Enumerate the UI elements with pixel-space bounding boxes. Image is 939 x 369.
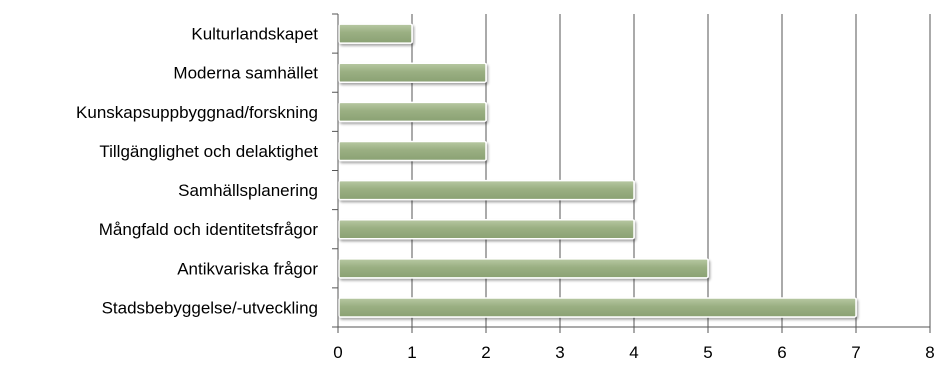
category-label: Moderna samhället xyxy=(173,64,318,83)
bar xyxy=(338,101,487,123)
x-tick-label: 6 xyxy=(777,343,786,362)
category-label: Tillgänglighet och delaktighet xyxy=(99,142,318,161)
x-tick-label: 4 xyxy=(629,343,638,362)
gridlines xyxy=(411,14,931,327)
x-tick-label: 2 xyxy=(481,343,490,362)
category-labels: Kulturlandskapet Moderna samhället Kunskap… xyxy=(76,25,318,318)
x-tick-label: 8 xyxy=(925,343,934,362)
category-label: Antikvariska frågor xyxy=(177,259,318,278)
bar xyxy=(338,62,487,83)
category-label: Stadsbebyggelse/-utveckling xyxy=(102,298,318,317)
category-label: Samhällsplanering xyxy=(178,181,318,200)
x-tick-label: 1 xyxy=(407,343,416,362)
bar xyxy=(338,297,857,318)
category-label: Kunskapsuppbyggnad/forskning xyxy=(76,103,318,122)
x-tick-label: 0 xyxy=(333,343,342,362)
bar xyxy=(338,179,635,201)
bar xyxy=(338,218,635,240)
bars xyxy=(338,23,857,318)
x-tick-label: 7 xyxy=(851,343,860,362)
axes xyxy=(332,13,931,333)
x-tick-label: 3 xyxy=(555,343,564,362)
x-tick-label: 5 xyxy=(703,343,712,362)
bar xyxy=(338,140,487,162)
x-tick-labels: 0 1 2 3 4 5 6 7 8 xyxy=(333,343,934,362)
bar xyxy=(338,258,709,279)
category-label: Mångfald och identitetsfrågor xyxy=(99,220,319,239)
bar xyxy=(338,23,413,44)
category-label: Kulturlandskapet xyxy=(191,25,318,44)
